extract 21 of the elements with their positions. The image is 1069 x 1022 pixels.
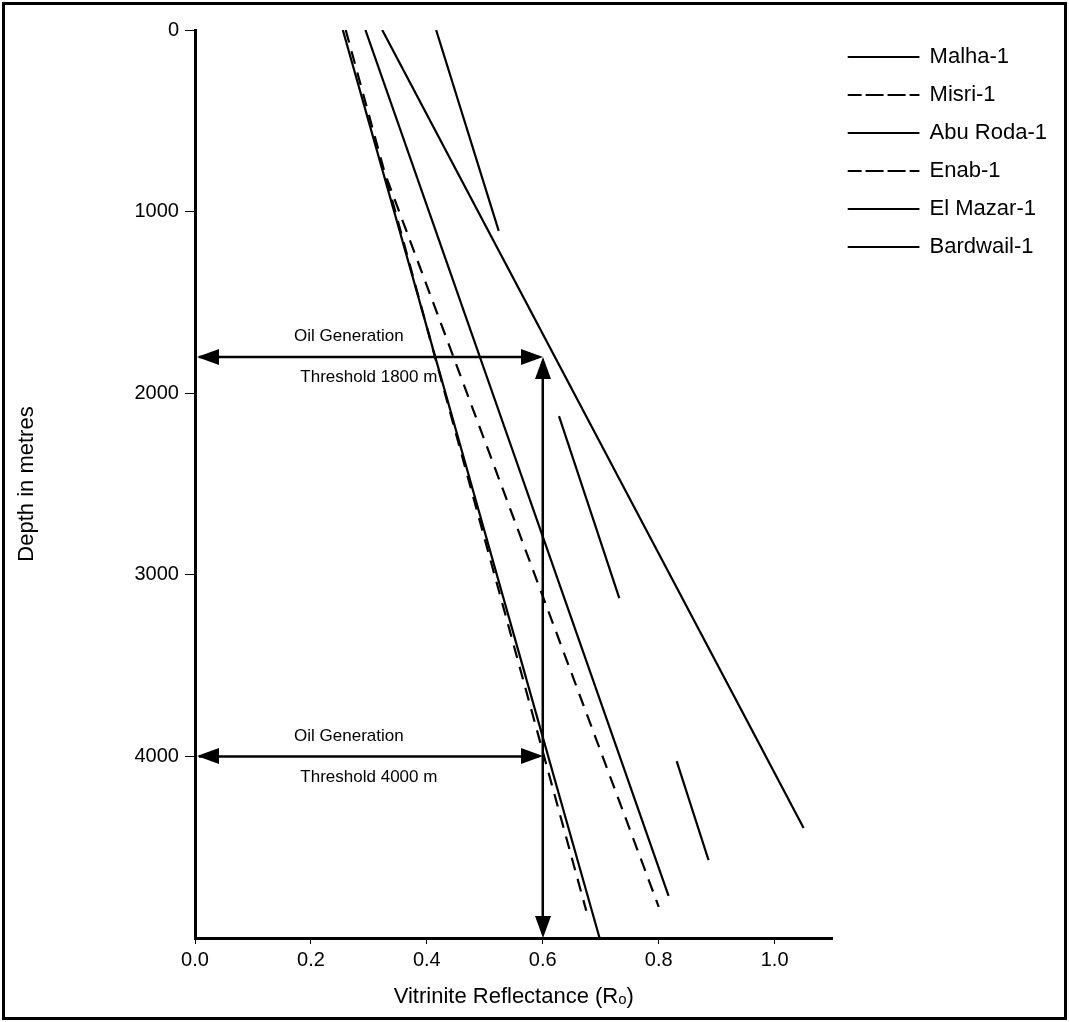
x-tick-label: 0.0	[181, 947, 209, 970]
y-tick-label: 1000	[134, 199, 179, 222]
text: Oil Generation Threshold 4000 m	[294, 725, 438, 786]
x-tick-label: 1.0	[760, 947, 789, 970]
legend-label: Abu Roda-1	[929, 119, 1048, 145]
y-tick-label: 0	[167, 17, 179, 40]
x-tick-label: 0.6	[528, 947, 557, 970]
x-tick-label: 0.4	[412, 947, 441, 970]
y-tick-label: 2000	[134, 380, 179, 403]
legend-label: Bardwail-1	[929, 233, 1034, 259]
y-tick-label: 3000	[134, 562, 179, 585]
x-tick-label: 0.2	[297, 947, 325, 970]
legend-label: El Mazar-1	[929, 195, 1036, 221]
text: Oil Generation Threshold 1800 m	[294, 326, 438, 387]
legend-label: Malha-1	[929, 43, 1010, 69]
x-axis-title: Vitrinite Reflectance (Rₒ)	[393, 982, 634, 1008]
legend-label: Misri-1	[929, 81, 996, 107]
y-tick-label: 4000	[134, 743, 179, 766]
y-axis-title: Depth in metres	[13, 406, 39, 562]
legend-label: Enab-1	[929, 157, 1001, 183]
x-tick-label: 0.8	[644, 947, 673, 970]
